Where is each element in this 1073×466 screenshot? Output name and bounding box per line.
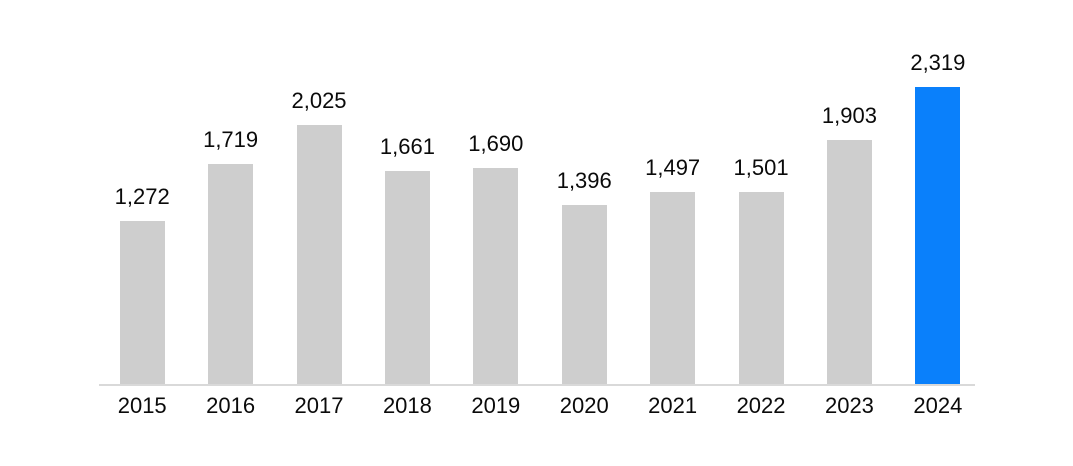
x-axis-label: 2018 bbox=[382, 393, 432, 418]
bar-value-label: 1,903 bbox=[821, 103, 877, 128]
x-axis-label: 2021 bbox=[648, 393, 698, 418]
bar-value-label: 2,025 bbox=[291, 88, 347, 113]
bar bbox=[473, 168, 519, 384]
x-axis-label: 2024 bbox=[913, 393, 963, 418]
bar bbox=[561, 205, 607, 384]
bar-column-2021: 1,497 bbox=[628, 0, 716, 384]
bar bbox=[384, 171, 430, 384]
bar-value-label: 1,396 bbox=[556, 168, 612, 193]
bar bbox=[296, 125, 342, 384]
x-axis-label: 2023 bbox=[824, 393, 874, 418]
x-axis-label: 2015 bbox=[117, 393, 167, 418]
bar-highlighted bbox=[915, 87, 961, 384]
bar-value-label: 1,690 bbox=[468, 131, 524, 156]
bar bbox=[119, 221, 165, 384]
x-axis-line bbox=[99, 384, 975, 386]
bar-value-label: 1,501 bbox=[733, 155, 789, 180]
bar-value-label: 1,661 bbox=[379, 134, 435, 159]
bar bbox=[826, 140, 872, 384]
x-axis-label: 2020 bbox=[559, 393, 609, 418]
bar-column-2023: 1,903 bbox=[805, 0, 893, 384]
bar-value-label: 2,319 bbox=[910, 50, 966, 75]
bar bbox=[650, 192, 696, 384]
bar bbox=[208, 164, 254, 384]
bar-column-2024: 2,319 bbox=[894, 0, 982, 384]
bar-column-2017: 2,025 bbox=[275, 0, 363, 384]
bar-column-2016: 1,719 bbox=[186, 0, 274, 384]
x-axis-labels: 2015 2016 2017 2018 2019 2020 2021 2022 2023 2024 bbox=[98, 393, 982, 419]
bar-column-2015: 1,272 bbox=[98, 0, 186, 384]
plot-area: 1,272 1,719 2,025 1,661 1,690 1,396 1,497 1,501… bbox=[98, 0, 982, 384]
bar-column-2020: 1,396 bbox=[540, 0, 628, 384]
bar-column-2019: 1,690 bbox=[452, 0, 540, 384]
bar-column-2018: 1,661 bbox=[363, 0, 451, 384]
bar bbox=[738, 192, 784, 384]
x-axis-label: 2022 bbox=[736, 393, 786, 418]
x-axis-label: 2016 bbox=[206, 393, 256, 418]
x-axis-label: 2017 bbox=[294, 393, 344, 418]
bar-value-label: 1,497 bbox=[645, 155, 701, 180]
x-axis-label: 2019 bbox=[471, 393, 521, 418]
bar-value-label: 1,719 bbox=[203, 127, 259, 152]
bar-column-2022: 1,501 bbox=[717, 0, 805, 384]
bar-value-label: 1,272 bbox=[114, 184, 170, 209]
